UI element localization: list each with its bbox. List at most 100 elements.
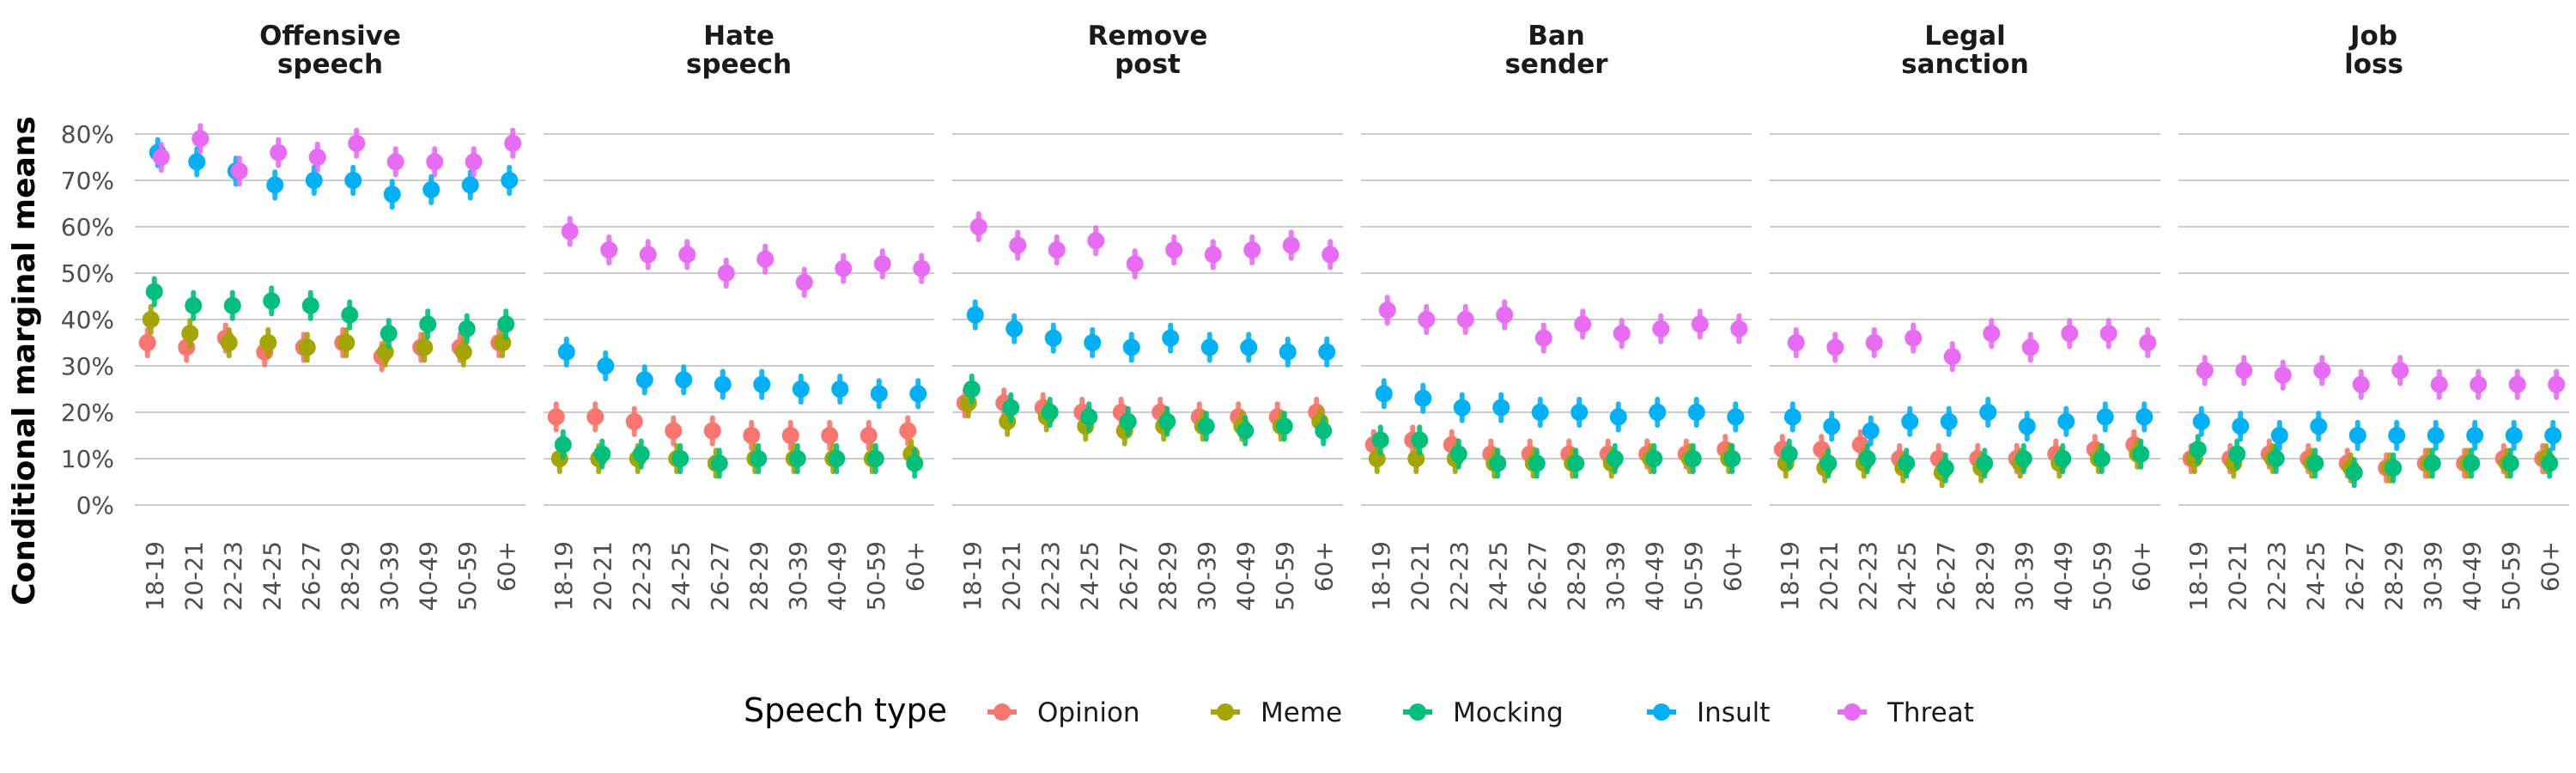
x-tick-label: 18-19	[1776, 541, 1804, 611]
data-point	[821, 427, 839, 444]
data-point	[1126, 255, 1144, 273]
y-tick-label: 50%	[61, 259, 114, 288]
x-tick-label: 40-49	[414, 541, 442, 611]
data-point	[266, 176, 284, 194]
panel-title: sanction	[1901, 49, 2029, 80]
x-tick-label: 30-39	[375, 541, 404, 611]
data-point	[1730, 320, 1748, 338]
data-point	[152, 149, 170, 166]
data-point	[501, 172, 519, 189]
data-point	[600, 241, 618, 259]
data-point	[1723, 450, 1741, 467]
data-point	[1087, 232, 1105, 250]
series-insult	[1783, 396, 2154, 447]
data-point	[792, 380, 810, 398]
data-point	[1456, 311, 1474, 328]
data-point	[220, 334, 238, 351]
legend-label: Opinion	[1037, 697, 1140, 728]
data-point	[263, 292, 281, 310]
data-point	[873, 255, 891, 273]
legend-item-opinion: Opinion	[987, 697, 1140, 728]
x-tick-label: 28-29	[336, 541, 364, 611]
data-point	[2306, 454, 2324, 472]
data-point	[1606, 450, 1624, 467]
data-point	[191, 130, 210, 148]
x-tick-label: 40-49	[1231, 541, 1260, 611]
y-tick-label: 0%	[76, 491, 114, 520]
data-point	[2541, 454, 2559, 472]
data-point	[1531, 404, 1549, 421]
data-point	[1979, 404, 1997, 421]
data-point	[1044, 329, 1062, 347]
data-point	[703, 422, 721, 440]
legend-item-threat: Threat	[1838, 697, 1974, 728]
x-tick-label: 50-59	[453, 541, 482, 611]
series-mocking	[2189, 434, 2559, 489]
data-point	[142, 311, 160, 328]
series-insult	[149, 137, 519, 210]
data-point	[497, 315, 515, 333]
data-point	[963, 380, 981, 398]
x-tick-label: 22-23	[219, 541, 247, 611]
x-tick-label: 26-27	[1932, 541, 1960, 611]
data-point	[2232, 417, 2250, 435]
data-point	[383, 186, 401, 204]
data-point	[422, 180, 440, 198]
data-point	[2427, 427, 2445, 444]
data-point	[561, 222, 579, 240]
data-point	[665, 422, 683, 440]
x-tick-label: 50-59	[1271, 541, 1299, 611]
x-tick-label: 22-23	[1445, 541, 1473, 611]
y-tick-label: 70%	[61, 167, 114, 195]
data-point	[866, 450, 884, 467]
x-tick-label: 28-29	[1971, 541, 1999, 611]
data-point	[301, 296, 319, 314]
data-point	[675, 371, 693, 389]
legend-title: Speech type	[744, 691, 947, 729]
panel-title: loss	[2344, 49, 2403, 80]
x-tick-label: 60+	[2536, 541, 2564, 592]
x-tick-label: 24-25	[2301, 541, 2330, 611]
data-point	[308, 149, 326, 166]
data-point	[2505, 427, 2523, 444]
data-point	[1321, 246, 1340, 264]
data-point	[454, 343, 472, 361]
x-tick-label: 24-25	[1484, 541, 1512, 611]
data-point	[2470, 375, 2488, 393]
data-point	[2093, 450, 2111, 467]
data-point	[2385, 459, 2403, 477]
data-point	[1041, 404, 1059, 421]
data-point	[426, 153, 444, 171]
data-point	[2021, 338, 2039, 356]
data-point	[2270, 427, 2288, 444]
x-tick-label: 18-19	[958, 541, 987, 611]
data-point	[828, 450, 846, 467]
data-point	[138, 334, 156, 351]
data-point	[2388, 427, 2406, 444]
x-tick-label: 28-29	[1562, 541, 1590, 611]
legend-label: Insult	[1697, 697, 1770, 728]
data-point	[750, 450, 768, 467]
data-point	[1898, 454, 1916, 472]
legend-key-point	[1844, 703, 1861, 721]
data-point	[1122, 338, 1140, 356]
series-threat	[561, 216, 931, 298]
data-point	[1496, 306, 1514, 324]
data-point	[188, 153, 206, 171]
data-point	[1649, 404, 1667, 421]
x-tick-label: 60+	[901, 541, 929, 592]
x-tick-label: 40-49	[823, 541, 851, 611]
data-point	[1528, 454, 1546, 472]
data-point	[860, 427, 878, 444]
x-tick-label: 22-23	[1036, 541, 1065, 611]
data-point	[593, 445, 611, 463]
x-tick-label: 40-49	[2458, 541, 2486, 611]
data-point	[2136, 408, 2154, 426]
legend-key-point	[1409, 703, 1426, 721]
data-point	[230, 162, 248, 180]
x-tick-label: 60+	[1718, 541, 1747, 592]
data-point	[2235, 362, 2253, 380]
data-point	[756, 250, 775, 268]
x-tick-label: 50-59	[2088, 541, 2117, 611]
